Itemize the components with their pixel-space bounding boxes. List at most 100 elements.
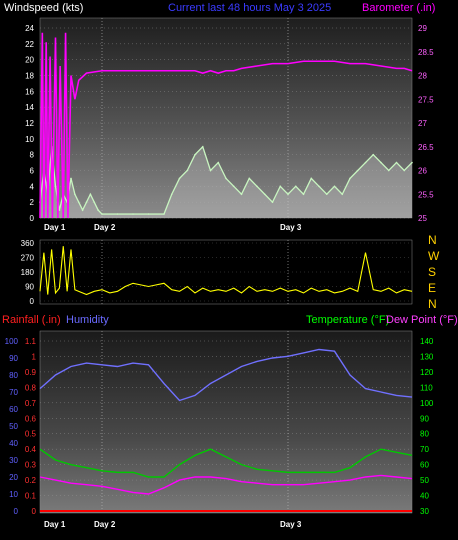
- wind-point: [194, 153, 196, 156]
- humidity-tick-label: 100: [5, 337, 19, 346]
- rainfall-tick-label: 0.5: [25, 430, 37, 439]
- wind-point: [89, 193, 92, 196]
- wind-tick-label: 22: [25, 40, 34, 49]
- wind-point: [325, 193, 328, 196]
- barometer-tick-label: 28: [418, 72, 427, 81]
- wind-point: [341, 193, 344, 196]
- humidity-tick-label: 30: [9, 456, 18, 465]
- wind-point: [54, 185, 57, 188]
- direction-line: [39, 246, 413, 296]
- humidity-line: [39, 348, 413, 402]
- wind-point: [147, 213, 150, 215]
- wind-point: [58, 209, 61, 211]
- humidity-tick-label: 0: [14, 507, 19, 516]
- wind-point: [240, 193, 243, 196]
- direction-letter-n-top: N: [428, 233, 437, 247]
- wind-point: [395, 161, 398, 164]
- wind-point: [70, 177, 72, 180]
- direction-letter-s: S: [428, 265, 436, 279]
- temperature-axis-label: Temperature (°F): [306, 314, 389, 326]
- temperature-line: [39, 448, 413, 478]
- wind-point: [287, 193, 289, 196]
- wind-point: [294, 185, 297, 188]
- humidity-tick-label: 10: [9, 490, 18, 499]
- wind-tick-label: 16: [25, 87, 34, 96]
- wind-point: [387, 169, 390, 172]
- wind-point: [74, 193, 76, 196]
- wind-tick-label: 0: [30, 214, 35, 223]
- temperature-tick-label: 140: [420, 337, 434, 346]
- wind-point: [163, 213, 165, 215]
- wind-point: [333, 185, 336, 188]
- wind-tick-label: 2: [30, 198, 35, 207]
- rainfall-tick-label: 0.1: [25, 492, 37, 501]
- wind-point: [209, 169, 212, 172]
- humidity-tick-label: 60: [9, 405, 18, 414]
- rainfall-tick-label: 0.6: [25, 414, 37, 423]
- wind-tick-label: 6: [30, 167, 35, 176]
- wind-tick-label: 18: [25, 72, 34, 81]
- humidity-axis-label: Humidity: [66, 314, 109, 326]
- humidity-tick-label: 40: [9, 439, 18, 448]
- temperature-tick-label: 80: [420, 430, 429, 439]
- wind-point: [349, 177, 351, 180]
- direction-tick-label: 180: [21, 268, 35, 277]
- rainfall-tick-label: 0.4: [25, 445, 37, 454]
- barometer-tick-label: 29: [418, 24, 427, 33]
- humidity-tick-label: 20: [9, 473, 18, 482]
- temperature-tick-label: 130: [420, 352, 434, 361]
- rainfall-tick-label: 1.1: [25, 337, 37, 346]
- direction-tick-label: 270: [21, 254, 35, 263]
- wind-point: [318, 185, 320, 188]
- humidity-tick-label: 90: [9, 354, 18, 363]
- rainfall-axis-label: Rainfall (.in): [2, 314, 61, 326]
- wind-point: [170, 193, 173, 196]
- rainfall-tick-label: 0.8: [25, 383, 37, 392]
- wind-area: [40, 146, 412, 218]
- wind-point: [116, 213, 119, 215]
- rainfall-tick-label: 0.7: [25, 399, 37, 408]
- wind-tick-label: 24: [25, 24, 34, 33]
- wind-point: [81, 209, 84, 211]
- x-tick-label: Day 1: [44, 520, 66, 529]
- humidity-tick-label: 50: [9, 422, 18, 431]
- wind-point: [364, 161, 367, 164]
- rainfall-tick-label: 0.2: [25, 476, 37, 485]
- x-tick-label: Day 3: [280, 520, 302, 529]
- temperature-tick-label: 50: [420, 476, 429, 485]
- wind-point: [411, 161, 413, 164]
- dewpoint-axis-label: Dew Point (°F): [386, 314, 458, 326]
- wind-point: [132, 213, 134, 215]
- wind-point: [302, 193, 305, 196]
- direction-letter-e: E: [428, 281, 436, 295]
- barometer-tick-label: 27: [418, 119, 427, 128]
- barometer-tick-label: 25: [418, 214, 427, 223]
- wind-point: [217, 161, 220, 164]
- direction-tick-label: 360: [21, 239, 35, 248]
- wind-tick-label: 4: [30, 182, 35, 191]
- wind-axis-label: Windspeed (kts): [4, 2, 83, 14]
- direction-letter-n-bottom: N: [428, 297, 437, 311]
- wind-point: [85, 201, 88, 203]
- dewpoint-line: [39, 474, 413, 495]
- temperature-tick-label: 40: [420, 492, 429, 501]
- wind-point: [310, 177, 313, 180]
- wind-point: [101, 213, 103, 215]
- barometer-tick-label: 27.5: [418, 95, 434, 104]
- x-tick-label: Day 3: [280, 223, 302, 232]
- wind-point: [356, 169, 359, 172]
- barometer-axis-label: Barometer (.in): [362, 2, 435, 14]
- wind-point: [248, 177, 251, 180]
- wind-point: [403, 169, 406, 172]
- temperature-tick-label: 120: [420, 368, 434, 377]
- barometer-tick-label: 26.5: [418, 143, 434, 152]
- humidity-tick-label: 70: [9, 388, 18, 397]
- rainfall-tick-label: 0.9: [25, 368, 37, 377]
- chart-title: Current last 48 hours May 3 2025: [168, 2, 331, 14]
- wind-tick-label: 12: [25, 119, 34, 128]
- wind-point: [232, 185, 235, 188]
- direction-tick-label: 0: [30, 297, 35, 306]
- wind-point: [178, 177, 181, 180]
- x-tick-label: Day 2: [94, 223, 116, 232]
- wind-tick-label: 8: [30, 151, 35, 160]
